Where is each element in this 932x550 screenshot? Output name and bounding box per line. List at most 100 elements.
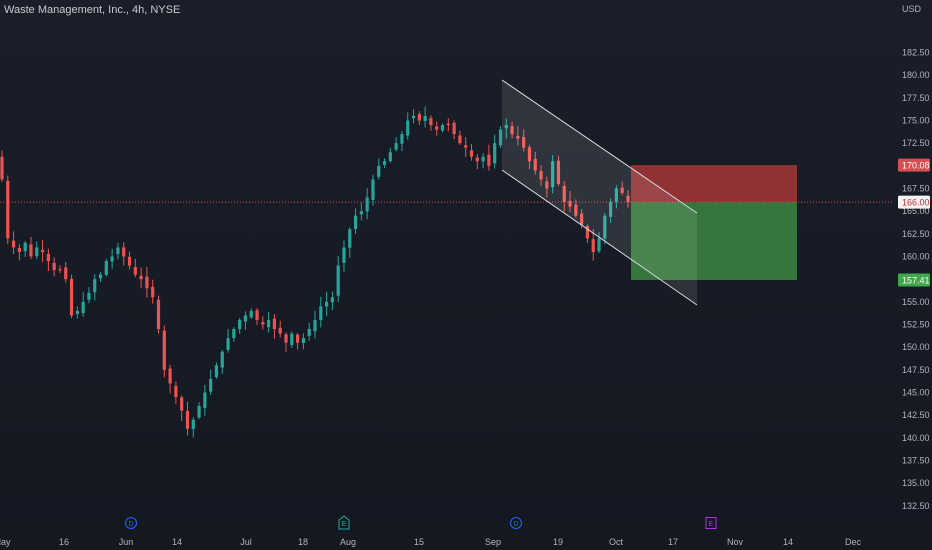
price-tick-label: 165.00 bbox=[902, 206, 930, 216]
candle bbox=[174, 386, 178, 398]
time-tick-label: 17 bbox=[668, 537, 678, 547]
candle bbox=[620, 187, 624, 194]
time-tick-label: 14 bbox=[172, 537, 182, 547]
candle bbox=[203, 392, 207, 408]
current-price-tag-label: 166.00 bbox=[902, 198, 930, 208]
candle bbox=[81, 301, 85, 314]
time-tick-label: Jun bbox=[119, 537, 134, 547]
event-marker-label: D bbox=[128, 521, 133, 528]
candle bbox=[574, 204, 578, 216]
candle bbox=[296, 334, 300, 343]
candle bbox=[238, 319, 242, 330]
candle bbox=[69, 278, 74, 316]
candle bbox=[98, 274, 103, 279]
candle bbox=[209, 378, 213, 392]
candle bbox=[597, 238, 601, 252]
time-tick-label: Jul bbox=[240, 537, 252, 547]
earnings-upcoming-marker[interactable] bbox=[705, 517, 717, 529]
channel-upper-line[interactable] bbox=[501, 79, 698, 214]
candle bbox=[435, 126, 439, 130]
candle bbox=[35, 247, 39, 257]
time-tick-label: 16 bbox=[59, 537, 69, 547]
candle bbox=[481, 156, 485, 162]
candle bbox=[609, 202, 613, 217]
candle bbox=[11, 240, 16, 248]
candle bbox=[162, 330, 166, 370]
candle bbox=[272, 318, 277, 330]
candle bbox=[145, 276, 149, 289]
channel-fill[interactable] bbox=[502, 80, 697, 305]
candle bbox=[29, 244, 33, 257]
candle bbox=[348, 229, 352, 248]
dividend-marker[interactable] bbox=[510, 517, 522, 529]
event-marker-label: D bbox=[513, 521, 518, 528]
candle bbox=[243, 315, 248, 322]
candle bbox=[87, 292, 91, 300]
candle bbox=[40, 249, 45, 252]
time-tick-label: Oct bbox=[609, 537, 624, 547]
risk-reward-zones bbox=[0, 165, 894, 280]
candle bbox=[585, 226, 590, 239]
candle bbox=[139, 275, 143, 280]
candle bbox=[568, 200, 572, 207]
stop-price-tag[interactable] bbox=[898, 158, 930, 172]
price-tick-label: 152.50 bbox=[902, 319, 930, 329]
channel-lower-line[interactable] bbox=[501, 169, 698, 306]
event-marker-label: E bbox=[709, 521, 714, 528]
candle bbox=[191, 419, 195, 429]
candle bbox=[614, 188, 619, 202]
candle bbox=[133, 266, 137, 275]
candle bbox=[17, 247, 21, 252]
time-tick-label: Sep bbox=[485, 537, 501, 547]
candle bbox=[400, 134, 404, 144]
candle bbox=[278, 327, 282, 334]
candle bbox=[464, 145, 468, 148]
candle bbox=[220, 351, 224, 368]
candle bbox=[330, 297, 334, 303]
price-tick-label: 160.00 bbox=[902, 251, 930, 261]
stop-loss-zone[interactable] bbox=[631, 165, 797, 203]
candle bbox=[319, 306, 323, 320]
candle bbox=[353, 215, 358, 229]
candle bbox=[197, 406, 201, 418]
current-price-tag[interactable] bbox=[898, 195, 930, 209]
candle bbox=[562, 185, 566, 203]
candle bbox=[440, 125, 445, 131]
candle bbox=[151, 286, 155, 298]
candle bbox=[388, 152, 392, 162]
take-profit-zone[interactable] bbox=[631, 202, 797, 280]
candle bbox=[510, 126, 514, 135]
candle bbox=[406, 120, 410, 136]
candle bbox=[226, 338, 230, 350]
candle bbox=[516, 135, 520, 139]
candle bbox=[127, 256, 132, 266]
price-tick-label: 162.50 bbox=[902, 229, 930, 239]
candle bbox=[452, 122, 456, 135]
dividend-marker[interactable] bbox=[125, 517, 137, 529]
earnings-marker[interactable] bbox=[338, 515, 350, 530]
candle bbox=[493, 143, 497, 164]
candle bbox=[475, 157, 479, 162]
candle bbox=[156, 299, 161, 330]
candle bbox=[6, 180, 10, 239]
price-tick-label: 135.00 bbox=[902, 478, 930, 488]
candles bbox=[0, 106, 630, 438]
price-tick-label: 140.00 bbox=[902, 433, 930, 443]
candle bbox=[0, 156, 4, 180]
price-tick-label: 175.00 bbox=[902, 115, 930, 125]
candle bbox=[411, 115, 416, 119]
candle bbox=[307, 329, 311, 336]
candle bbox=[336, 265, 340, 296]
time-tick-label: 19 bbox=[553, 537, 563, 547]
candle bbox=[261, 322, 265, 325]
time-tick-label: May bbox=[0, 537, 11, 547]
time-axis: May 16 Jun 14 Jul 18 Aug 15 Sep 19 Oct 17 Nov 14 Dec bbox=[0, 537, 861, 547]
candle bbox=[533, 158, 537, 171]
candle bbox=[591, 239, 595, 252]
candle bbox=[527, 147, 532, 162]
target-price-tag[interactable] bbox=[898, 273, 930, 287]
candle bbox=[626, 195, 630, 203]
candle bbox=[603, 215, 607, 239]
